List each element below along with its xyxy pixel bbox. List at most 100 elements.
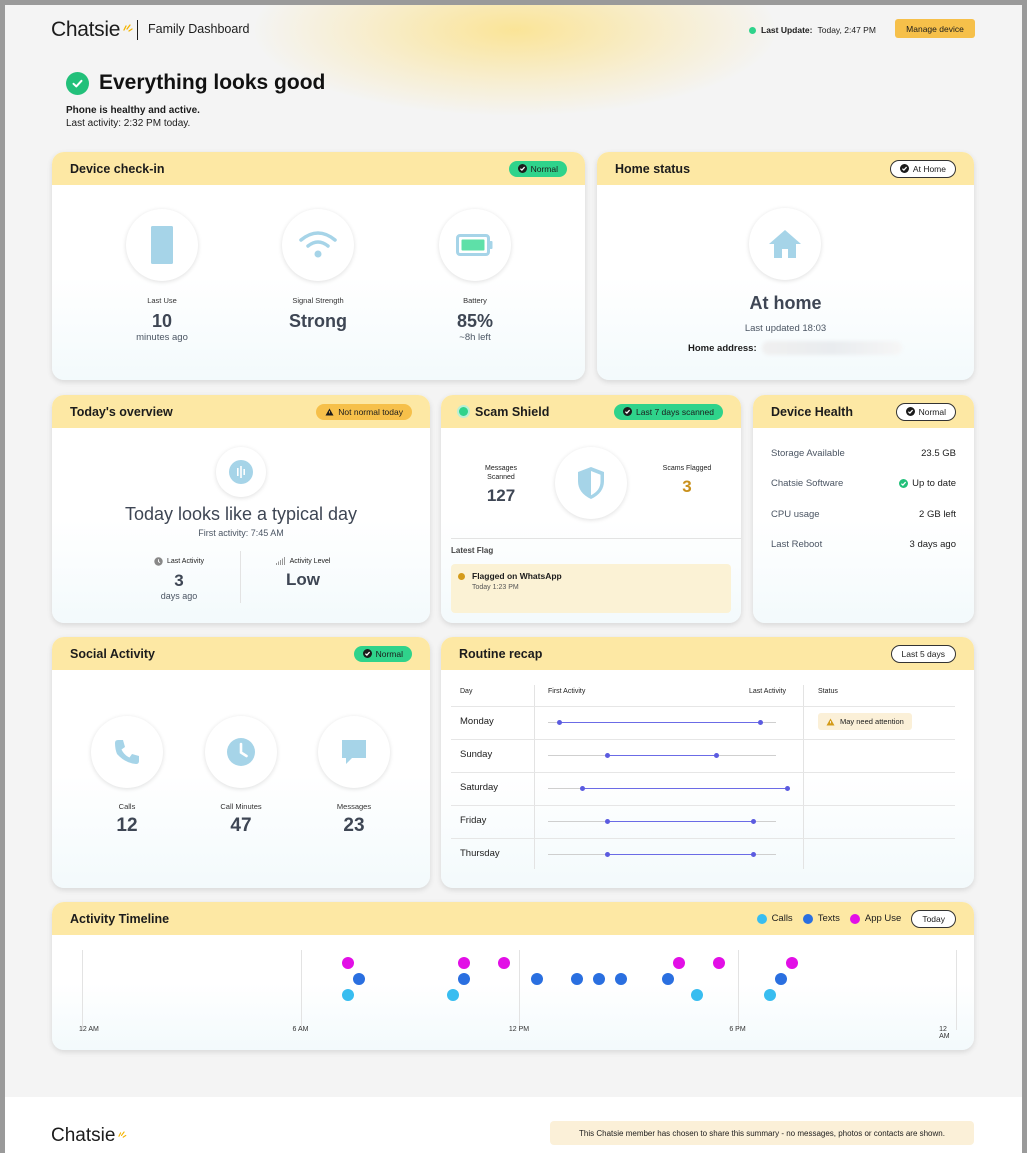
first-activity-dot: [579, 785, 585, 791]
check-badge-icon: [623, 407, 633, 416]
home-status-value: At home: [749, 293, 822, 313]
battery-icon: [439, 209, 511, 281]
timeline-event-texts[interactable]: [571, 973, 584, 985]
overview-badge: Not normal today: [316, 403, 412, 420]
timeline-event-texts[interactable]: [614, 973, 627, 985]
health-key: Storage Available: [771, 448, 845, 459]
legend-swatch-icon: [849, 913, 860, 924]
routine-active-span: [582, 787, 788, 789]
timeline-tick-label: 12 AM: [79, 1026, 99, 1033]
calls-value: 12: [116, 815, 138, 836]
routine-recap-card: Routine recap Last 5 days Day First Acti…: [441, 637, 974, 888]
phone-icon: [126, 209, 198, 281]
page-title: Family Dashboard: [148, 22, 250, 36]
health-key: Last Reboot: [771, 539, 823, 550]
up-to-date-check-icon: [899, 479, 909, 488]
last-activity-dot: [784, 785, 790, 791]
row-separator: [451, 805, 955, 806]
last-update-label: Last Update:: [761, 25, 813, 35]
row-separator: [451, 706, 955, 707]
latest-flag-label: Latest Flag: [451, 546, 494, 555]
messages-label: Messages: [336, 802, 372, 811]
health-row-cpu: CPU usage 2 GB left: [771, 509, 956, 520]
health-value-row: Up to date: [899, 478, 956, 489]
overview-divider: [240, 551, 241, 603]
first-activity-dot: [604, 752, 610, 758]
check-badge-icon: [899, 164, 909, 173]
first-activity-dot: [604, 818, 610, 824]
activity-timeline-card: Activity Timeline Calls Texts App Use To…: [52, 902, 974, 1050]
home-updated: Last updated 18:03: [744, 323, 827, 334]
col-day: Day: [460, 688, 473, 695]
timeline-event-texts[interactable]: [531, 973, 544, 985]
col-divider: [534, 685, 535, 869]
battery-label: Battery: [463, 296, 487, 305]
badge-label: Normal: [375, 648, 403, 659]
timeline-event-texts[interactable]: [662, 973, 675, 985]
scams-flagged-value: 3: [682, 477, 692, 496]
sparkle-icon: [123, 24, 133, 32]
privacy-notice: This Chatsie member has chosen to share …: [550, 1121, 974, 1145]
routine-range-button[interactable]: Last 5 days: [890, 644, 956, 663]
timeline-event-calls[interactable]: [691, 989, 704, 1001]
timeline-event-texts[interactable]: [458, 973, 471, 985]
brand-logo[interactable]: Chatsie: [51, 18, 133, 42]
timeline-event-texts[interactable]: [593, 973, 606, 985]
activity-level-label: Activity Level: [289, 557, 331, 565]
footer-brand-logo[interactable]: Chatsie: [51, 1125, 127, 1147]
shield-icon: [555, 447, 627, 519]
legend-label: App Use: [864, 913, 902, 924]
manage-device-button[interactable]: Manage device: [895, 19, 975, 38]
device-checkin-card: Device check-in Normal Last Use 10 minut…: [52, 152, 585, 380]
timeline-title: Activity Timeline: [70, 911, 170, 926]
social-activity-badge: Normal: [353, 645, 412, 662]
timeline-event-app-use[interactable]: [673, 957, 686, 969]
social-activity-card: Social Activity Normal Calls 12 Call Min…: [52, 637, 430, 888]
timeline-event-calls[interactable]: [341, 989, 354, 1001]
routine-day: Saturday: [460, 782, 499, 793]
latest-flag-item[interactable]: Flagged on WhatsApp Today 1:23 PM: [451, 564, 731, 613]
last-activity-sub: days ago: [160, 591, 198, 601]
header-divider: [137, 20, 138, 40]
timeline-event-texts[interactable]: [775, 973, 788, 985]
timeline-range-button[interactable]: Today: [911, 909, 956, 928]
col-last-activity: Last Activity: [749, 688, 786, 695]
last-update-value: Today, 2:47 PM: [817, 25, 876, 35]
timeline-header: Activity Timeline Calls Texts App Use To…: [52, 902, 974, 935]
timeline-event-app-use[interactable]: [458, 957, 471, 969]
first-activity-dot: [604, 851, 610, 857]
row-separator: [451, 838, 955, 839]
legend-label: Texts: [817, 913, 840, 924]
last-use-label: Last Use: [147, 296, 177, 305]
timeline-tick-label: 6 PM: [729, 1026, 746, 1033]
timeline-event-texts[interactable]: [352, 973, 365, 985]
timeline-event-app-use[interactable]: [498, 957, 511, 969]
home-status-header: Home status At Home: [597, 152, 974, 185]
timeline-event-app-use[interactable]: [713, 957, 726, 969]
flag-time: Today 1:23 PM: [472, 584, 519, 591]
routine-status-label: May need attention: [840, 717, 904, 726]
timeline-event-calls[interactable]: [764, 989, 777, 1001]
last-activity-label: Last Activity: [167, 558, 204, 565]
calls-label: Calls: [118, 802, 136, 811]
timeline-gridline: [956, 950, 957, 1030]
last-activity-value: 3: [174, 571, 184, 590]
overview-headline: Today looks like a typical day: [124, 504, 358, 524]
status-headline: Everything looks good: [99, 71, 326, 94]
timeline-event-app-use[interactable]: [341, 957, 354, 969]
social-activity-title: Social Activity: [70, 646, 155, 661]
scam-shield-header: Scam Shield Last 7 days scanned: [441, 395, 741, 428]
timeline-gridline: [82, 950, 83, 1030]
scams-flagged-label: Scams Flagged: [662, 465, 712, 472]
last-activity-dot: [757, 719, 763, 725]
timeline-event-app-use[interactable]: [786, 957, 799, 969]
badge-label: Last 7 days scanned: [636, 406, 714, 417]
scam-divider: [451, 538, 741, 539]
badge-label: Normal: [530, 163, 558, 174]
messages-scanned-stat: Messages Scanned 127: [471, 464, 531, 506]
device-checkin-badge: Normal: [508, 160, 567, 177]
timeline-event-calls[interactable]: [447, 989, 460, 1001]
messages-scanned-value: 127: [486, 486, 516, 505]
warning-icon: [826, 718, 835, 725]
activity-level-value: Low: [286, 570, 320, 589]
